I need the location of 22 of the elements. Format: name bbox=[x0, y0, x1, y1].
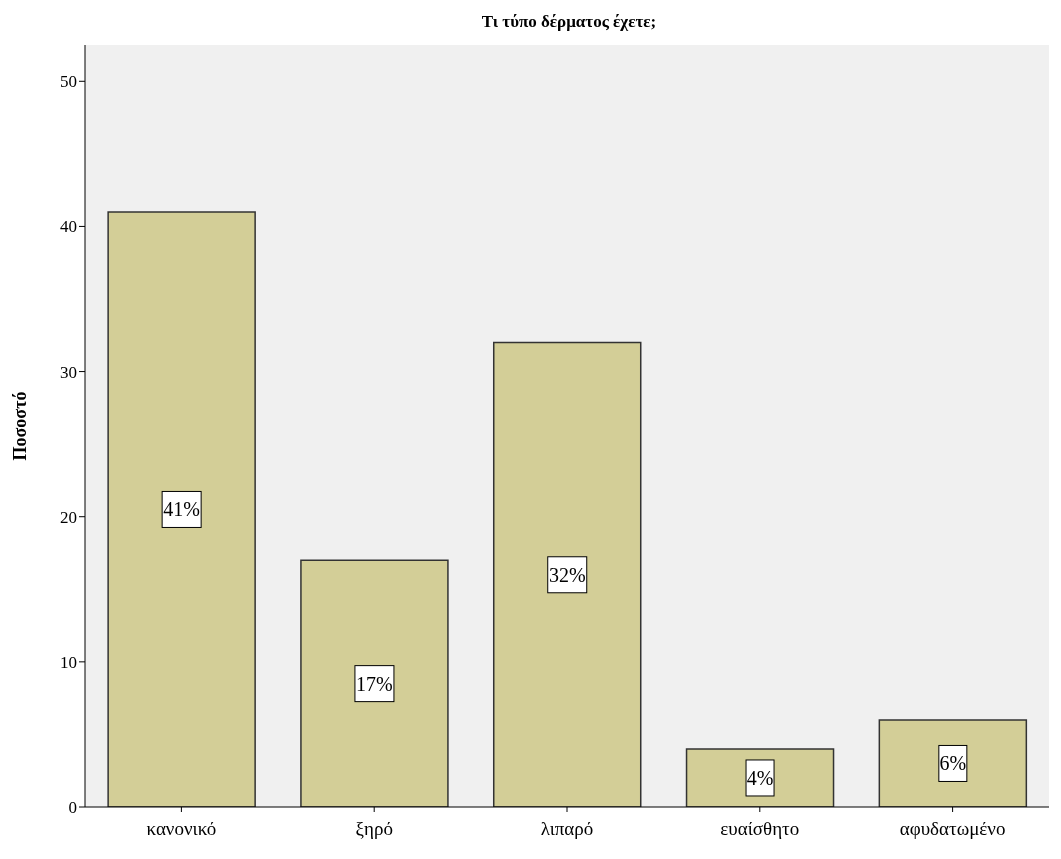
y-tick-label: 30 bbox=[60, 362, 77, 382]
x-tick-label: ευαίσθητο bbox=[720, 818, 800, 840]
x-tick-label: λιπαρό bbox=[540, 818, 594, 840]
data-label: 6% bbox=[939, 752, 967, 775]
data-label: 32% bbox=[548, 563, 586, 586]
data-label: 41% bbox=[163, 498, 200, 521]
y-tick-label: 40 bbox=[60, 217, 77, 237]
y-tick-label: 10 bbox=[60, 652, 77, 672]
bar bbox=[107, 211, 256, 807]
y-tick-label: 50 bbox=[60, 72, 77, 92]
bar bbox=[492, 341, 642, 807]
data-label: 4% bbox=[746, 766, 774, 789]
chart-title: Τι τύπο δέρματος έχετε; bbox=[480, 12, 658, 32]
y-axis-title: Ποσοστό bbox=[10, 391, 31, 461]
y-tick-label: 0 bbox=[68, 798, 77, 818]
x-tick-label: ξηρό bbox=[355, 818, 393, 840]
bar bbox=[300, 559, 449, 807]
data-label: 17% bbox=[356, 672, 393, 695]
x-tick-label: αφυδατωμένο bbox=[899, 818, 1006, 840]
x-tick-label: κανονικό bbox=[146, 818, 217, 840]
y-tick-label: 20 bbox=[60, 507, 77, 527]
bar bbox=[878, 719, 1028, 807]
